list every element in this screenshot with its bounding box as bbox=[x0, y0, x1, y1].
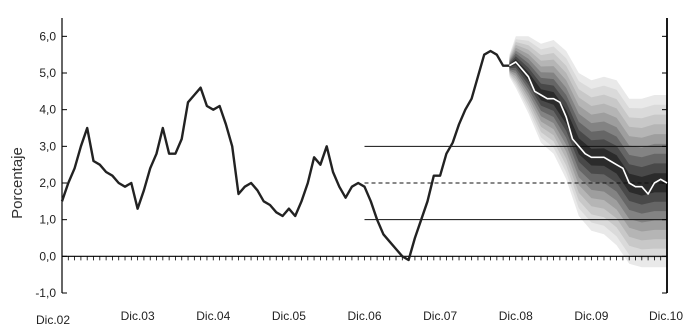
series-lines bbox=[60, 49, 668, 262]
axes bbox=[61, 18, 668, 294]
x-tick-label: Dic.07 bbox=[423, 309, 457, 323]
y-tick-label: -1,0 bbox=[35, 286, 56, 300]
x-tick-label: Dic.10 bbox=[649, 309, 683, 323]
y-tick-label: 5,0 bbox=[39, 66, 56, 80]
reference-lines bbox=[364, 145, 667, 221]
x-tick-label: Dic.09 bbox=[574, 309, 608, 323]
y-tick-label: 1,0 bbox=[39, 213, 56, 227]
series-line-historical bbox=[60, 49, 510, 262]
fan-band-9 bbox=[509, 59, 667, 196]
x-tick-label: Dic.06 bbox=[347, 309, 381, 323]
series-line-projection-median bbox=[508, 61, 668, 195]
fan-bands bbox=[509, 36, 667, 268]
x-tick-label: Dic.02 bbox=[36, 313, 70, 326]
y-tick-label: 3,0 bbox=[39, 139, 56, 153]
y-tick-label: 4,0 bbox=[39, 103, 56, 117]
x-tick-label: Dic.08 bbox=[499, 309, 533, 323]
x-tick-label: Dic.05 bbox=[272, 309, 306, 323]
y-axis-title: Porcentaje bbox=[9, 147, 26, 219]
x-tick-label: Dic.03 bbox=[121, 309, 155, 323]
y-tick-label: 6,0 bbox=[39, 29, 56, 43]
tick-labels: -1,0 0,0 1,0 2,0 3,0 4,0 5,0 6,0 Dic.02 Dic.03 Dic… bbox=[35, 29, 683, 326]
x-tick-label: Dic.04 bbox=[196, 309, 230, 323]
y-tick-label: 2,0 bbox=[39, 176, 56, 190]
y-tick-label: 0,0 bbox=[39, 249, 56, 263]
